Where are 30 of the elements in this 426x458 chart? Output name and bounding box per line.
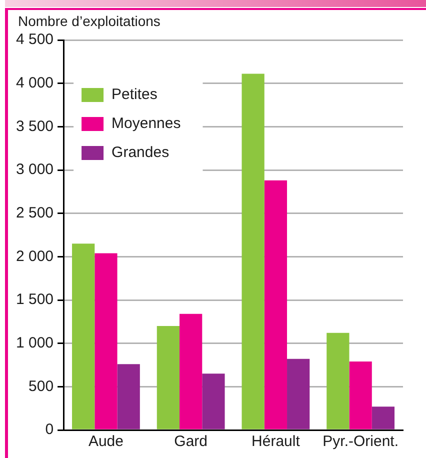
y-tick-label: 4 500 (16, 31, 54, 48)
bar (242, 74, 264, 430)
x-tick-label: Hérault (252, 433, 301, 450)
y-tick-label: 500 (28, 378, 54, 395)
y-tick-label: 0 (45, 421, 54, 438)
bar (156, 326, 180, 430)
bar (326, 332, 350, 430)
bar (72, 244, 95, 430)
x-tick-label: Pyr.-Orient. (322, 433, 398, 450)
bar (180, 314, 202, 430)
bar (94, 253, 118, 430)
y-axis-title: Nombre d’exploitations (18, 12, 160, 29)
bar (202, 374, 225, 430)
legend-label: Grandes (112, 144, 170, 162)
bar (287, 358, 310, 430)
legend-label: Moyennes (112, 115, 181, 132)
bar (117, 364, 140, 430)
bar (372, 406, 395, 430)
y-tick-label: 3 500 (16, 118, 54, 135)
x-tick-label: Aude (88, 433, 124, 450)
y-tick-label: 1 000 (16, 334, 54, 352)
y-tick-label: 3 000 (16, 161, 54, 178)
bar (349, 362, 372, 430)
x-tick-label: Gard (174, 433, 208, 450)
y-tick-label: 2 500 (16, 204, 54, 222)
legend-label: Petites (112, 86, 158, 104)
y-tick-label: 4 000 (16, 74, 54, 92)
bar (264, 180, 288, 430)
y-tick-label: 1 500 (16, 291, 54, 308)
y-tick-label: 2 000 (16, 248, 54, 265)
